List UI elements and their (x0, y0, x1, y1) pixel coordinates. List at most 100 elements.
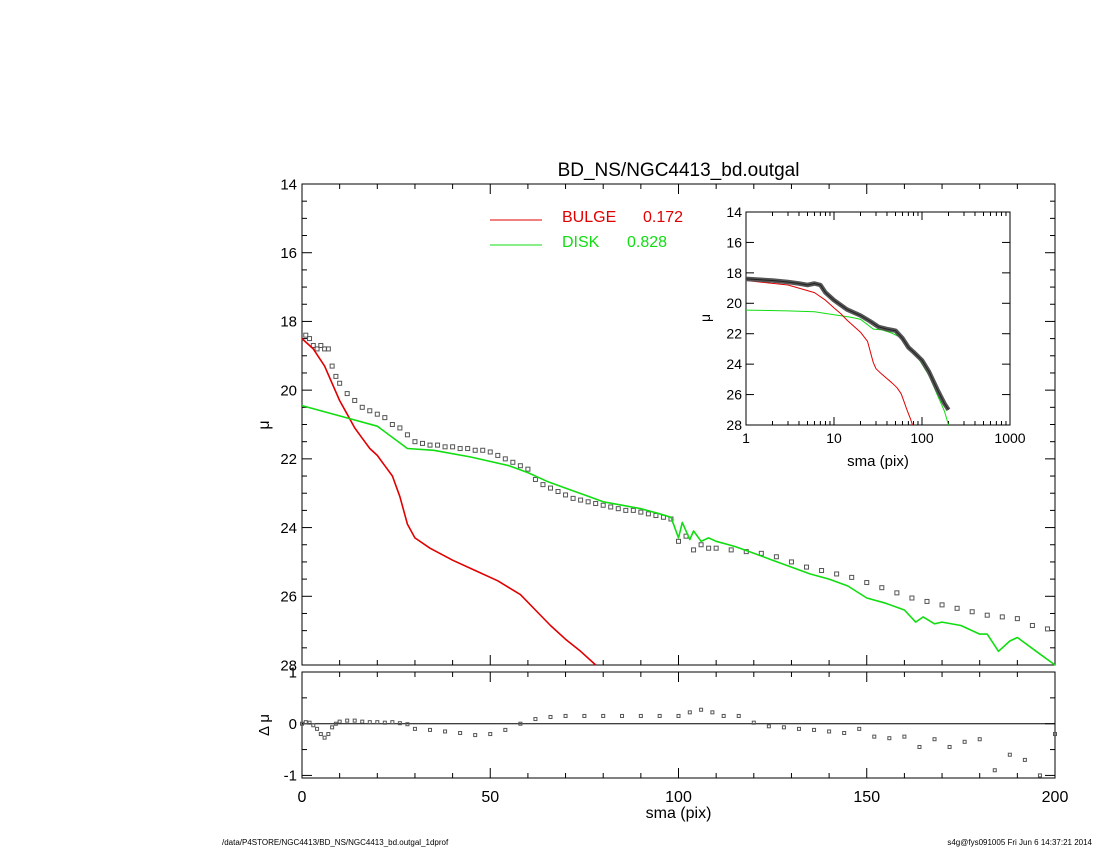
residual-data-point (1037, 773, 1042, 778)
residual-data-point (345, 718, 350, 723)
main-data-point (676, 538, 681, 544)
residual-data-point (367, 720, 372, 725)
residual-data-point (300, 721, 304, 726)
residual-data-point (360, 719, 365, 724)
main-data-point (834, 571, 840, 577)
main-ytick-label: 24 (280, 520, 297, 537)
residual-data-point (736, 713, 741, 718)
main-data-point (713, 545, 719, 551)
main-data-point (939, 602, 945, 608)
residual-data-point (710, 710, 715, 715)
main-data-point (307, 336, 313, 342)
main-data-point (819, 568, 825, 574)
main-data-point (487, 449, 493, 455)
main-data-point (698, 542, 704, 548)
footer-path: /data/P4STORE/NGC4413/BD_NS/NGC4413_bd.o… (222, 838, 449, 847)
residual-data-point (382, 720, 387, 725)
main-ytick-label: 18 (280, 314, 297, 331)
main-data-point (442, 444, 448, 450)
inset-ytick-label: 28 (726, 417, 742, 433)
main-data-point (593, 501, 599, 507)
residual-data-point (397, 721, 402, 726)
residual-xtick-label: 0 (298, 789, 307, 806)
main-data-point (389, 422, 395, 427)
legend-value-bulge: 0.172 (643, 209, 683, 226)
main-data-point (879, 585, 885, 591)
footer-timestamp: s4g@fys091005 Fri Jun 6 14:37:21 2014 (947, 838, 1092, 847)
inset-xtick-label: 100 (910, 430, 934, 446)
main-data-point (691, 547, 697, 553)
main-data-point (310, 342, 316, 348)
residual-data-point (330, 725, 335, 730)
main-data-point (450, 444, 456, 450)
inset-ytick-label: 20 (726, 295, 742, 311)
main-data-point (600, 502, 606, 508)
main-data-point (318, 342, 324, 348)
main-data-point (954, 605, 960, 611)
main-data-point (465, 446, 471, 452)
residual-data-point (315, 726, 320, 731)
residual-data-point (303, 720, 308, 725)
inset-data-core-line (745, 278, 949, 411)
residual-data-point (1022, 757, 1027, 762)
inset-xtick-label: 1 (742, 430, 750, 446)
residual-data-point (887, 736, 892, 741)
residual-data-point (962, 739, 967, 744)
residual-data-point (326, 732, 331, 737)
main-ytick-label: 14 (280, 176, 297, 193)
main-disk-line (301, 404, 1056, 666)
residual-data-point (676, 713, 681, 718)
main-data-point (314, 346, 320, 352)
main-data-point (480, 447, 486, 453)
residual-data-point (992, 768, 997, 773)
main-data-point (427, 442, 433, 448)
main-ytick-label: 28 (280, 657, 297, 674)
residual-frame (301, 671, 1056, 779)
residual-xtick-label: 200 (1042, 789, 1069, 806)
main-data-point (788, 559, 794, 565)
main-data-point (412, 439, 418, 445)
residual-data-point (827, 729, 832, 734)
residual-data-point (699, 707, 704, 712)
residual-data-point (563, 713, 568, 718)
residual-data-point (337, 719, 342, 724)
inset-ytick-label: 14 (726, 204, 742, 220)
main-data-point (325, 346, 331, 352)
main-data-point (608, 504, 614, 510)
main-data-point (909, 595, 915, 601)
main-data-point (457, 446, 463, 452)
residual-data-point (318, 732, 323, 737)
residual-data-point (333, 721, 338, 726)
residual-data-point (307, 720, 312, 725)
residual-data-point (428, 727, 433, 732)
residual-data-point (812, 727, 817, 732)
main-data-point (517, 463, 523, 469)
residual-data-point (842, 731, 847, 736)
residual-data-point (932, 737, 937, 742)
main-data-point (578, 497, 584, 503)
residual-data-point (638, 713, 643, 718)
inset-xtick-label: 1000 (994, 430, 1025, 446)
residual-data-point (518, 721, 523, 726)
residual-data-point (548, 714, 553, 719)
main-title: BD_NS/NGC4413_bd.outgal (558, 160, 800, 181)
main-data-point (706, 545, 712, 551)
residual-data-point (412, 726, 417, 731)
residual-data-point (977, 737, 982, 742)
main-data-point (864, 580, 870, 586)
main-data-point (623, 507, 629, 513)
main-data-point (615, 506, 621, 512)
main-data-point (333, 373, 339, 379)
main-data-point (638, 509, 644, 515)
residual-data-point (917, 744, 922, 749)
residual-data-point (796, 726, 801, 731)
main-data-point (645, 511, 651, 517)
main-data-point (1044, 626, 1050, 632)
legend-label-bulge: BULGE (562, 209, 616, 226)
main-bulge-line (301, 338, 597, 666)
legend-value-disk: 0.828 (627, 234, 667, 251)
main-data-point (510, 459, 516, 465)
main-data-point (337, 380, 343, 386)
main-data-point (773, 554, 779, 560)
